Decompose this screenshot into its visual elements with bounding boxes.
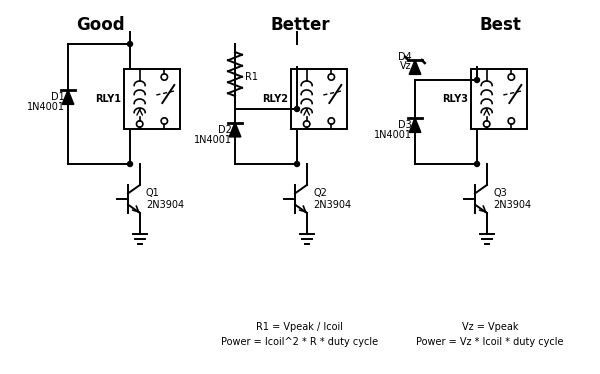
Text: R1: R1 [245,71,258,82]
Text: 1N4001: 1N4001 [374,130,412,140]
Circle shape [295,162,299,166]
Circle shape [295,107,299,111]
Text: Best: Best [479,16,521,34]
Text: 1N4001: 1N4001 [27,102,65,112]
Text: RLY3: RLY3 [442,94,468,104]
Circle shape [128,162,133,166]
Text: 1N4001: 1N4001 [194,135,232,144]
Text: D4: D4 [398,52,412,62]
Polygon shape [409,60,421,74]
Text: Better: Better [270,16,330,34]
Bar [124,69,180,129]
Polygon shape [409,118,421,132]
Text: Vz: Vz [400,61,412,71]
Text: Q1
2N3904: Q1 2N3904 [146,188,184,210]
Text: RLY1: RLY1 [95,94,121,104]
Polygon shape [229,123,241,137]
Text: D2: D2 [218,125,232,135]
Circle shape [475,162,479,166]
Text: Q2
2N3904: Q2 2N3904 [313,188,351,210]
Text: R1 = Vpeak / Icoil
Power = Icoil^2 * R * duty cycle: R1 = Vpeak / Icoil Power = Icoil^2 * R *… [221,322,379,347]
Text: Vz = Vpeak
Power = Vz * Icoil * duty cycle: Vz = Vpeak Power = Vz * Icoil * duty cyc… [416,322,564,347]
Text: D3: D3 [398,120,412,130]
Circle shape [475,77,479,83]
Bar [291,69,347,129]
Text: RLY2: RLY2 [262,94,288,104]
Text: Good: Good [76,16,124,34]
Circle shape [128,42,133,46]
Polygon shape [62,90,74,104]
Bar [471,69,527,129]
Text: Q3
2N3904: Q3 2N3904 [493,188,531,210]
Text: D1: D1 [51,92,65,102]
